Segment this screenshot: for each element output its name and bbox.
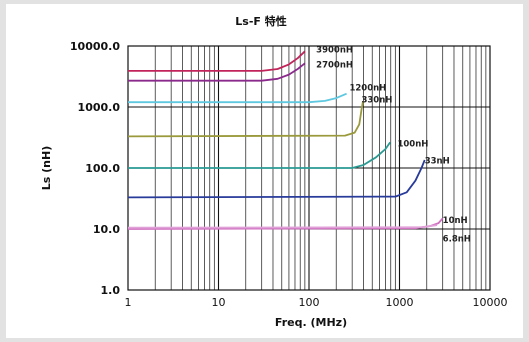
series-line-3900nh bbox=[128, 50, 306, 72]
series-line-330nh bbox=[127, 100, 364, 138]
x-tick-label: 1 bbox=[125, 296, 132, 309]
series-label: 100nH bbox=[397, 140, 428, 150]
series-line-33nh bbox=[127, 159, 426, 199]
series-labels: 3900nH 2700nH 1200nH 330nH 100nH 33nH 10nH 6.8n… bbox=[316, 45, 471, 244]
series-line-1200nh bbox=[128, 92, 347, 104]
ls-frequency-chart: 1 10 100 1000 10000 1.0 10.0 100.0 1000.0 10000.0… bbox=[40, 14, 508, 329]
tick-labels: 1 10 100 1000 10000 1.0 10.0 100.0 1000.0 10000.0 bbox=[70, 40, 508, 309]
y-tick-label: 1.0 bbox=[101, 284, 121, 297]
x-tick-label: 10000 bbox=[473, 296, 508, 309]
series-label: 2700nH bbox=[316, 60, 353, 70]
series-line-6-8nh bbox=[127, 224, 438, 229]
x-tick-label: 100 bbox=[299, 296, 320, 309]
series-line-100nh bbox=[128, 141, 391, 169]
y-tick-label: 100.0 bbox=[85, 162, 120, 175]
x-axis-label: Freq. (MHz) bbox=[275, 316, 347, 329]
x-tick-label: 10 bbox=[212, 296, 226, 309]
series-label: 10nH bbox=[443, 216, 468, 226]
series-line-2700nh bbox=[128, 62, 306, 82]
series-group bbox=[127, 50, 444, 230]
series-label: 6.8nH bbox=[443, 234, 471, 244]
series-label: 3900nH bbox=[316, 45, 353, 55]
x-tick-label: 1000 bbox=[386, 296, 414, 309]
chart-title: Ls-F 特性 bbox=[235, 14, 286, 28]
y-tick-label: 10000.0 bbox=[70, 40, 120, 53]
y-tick-label: 1000.0 bbox=[78, 101, 121, 114]
chart-card: 1 10 100 1000 10000 1.0 10.0 100.0 1000.0 10000.0… bbox=[6, 4, 523, 338]
y-axis-label: Ls (nH) bbox=[40, 146, 53, 190]
series-label: 1200nH bbox=[349, 83, 386, 93]
series-label: 33nH bbox=[425, 157, 450, 167]
series-label: 330nH bbox=[361, 95, 392, 105]
y-tick-label: 10.0 bbox=[93, 223, 120, 236]
